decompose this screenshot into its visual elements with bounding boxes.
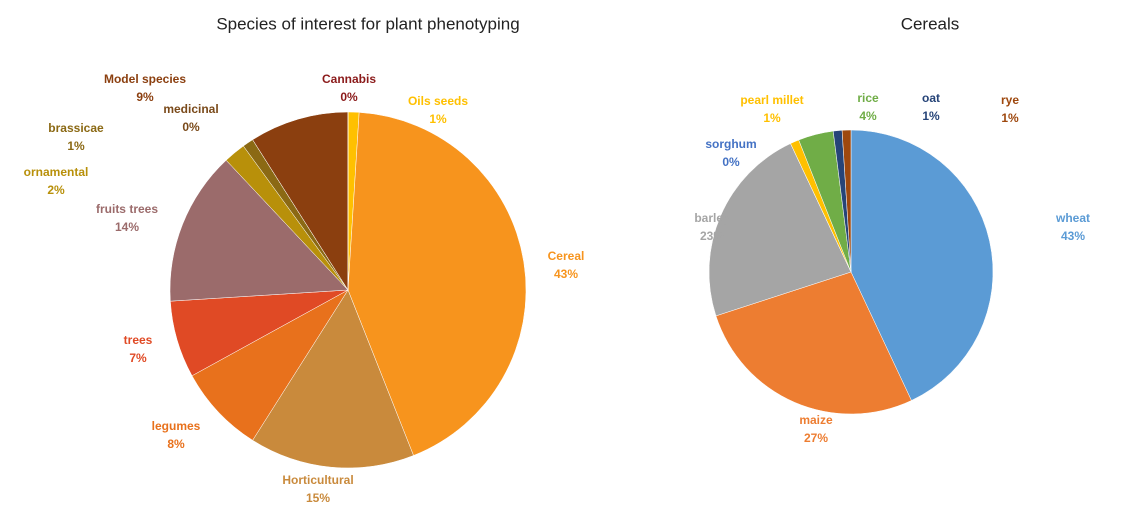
pie-slice	[252, 289, 414, 469]
slice-value: 1%	[1001, 111, 1019, 125]
slice-label: wheat	[1055, 211, 1090, 225]
slice-label: medicinal	[163, 102, 218, 116]
slice-value: 0%	[182, 120, 200, 134]
slice-value: 9%	[136, 90, 154, 104]
slice-value: 8%	[167, 437, 185, 451]
slice-label: trees	[124, 333, 153, 347]
pie-slice	[715, 271, 912, 415]
slice-value: 1%	[922, 109, 940, 123]
slice-label: fruits trees	[96, 202, 158, 216]
slice-value: 7%	[129, 351, 147, 365]
slice-value: 43%	[1061, 229, 1085, 243]
slice-value: 0%	[722, 155, 740, 169]
slice-label: ornamental	[24, 165, 89, 179]
slice-value: 2%	[47, 183, 65, 197]
slice-value: 1%	[763, 111, 781, 125]
slice-label: Cereal	[548, 249, 585, 263]
slice-value: 0%	[340, 90, 358, 104]
slice-value: 43%	[554, 267, 578, 281]
slice-label: Model species	[104, 72, 186, 86]
slice-label: oat	[922, 91, 940, 105]
slice-label: legumes	[152, 419, 201, 433]
slice-value: 1%	[67, 139, 85, 153]
pie-slice	[169, 159, 349, 302]
slice-value: 4%	[859, 109, 877, 123]
slice-label: Oils seeds	[408, 94, 468, 108]
slice-value: 15%	[306, 491, 330, 505]
slice-label: sorghum	[705, 137, 756, 151]
chart-title: Cereals	[901, 14, 960, 33]
slice-label: barley	[694, 211, 730, 225]
pie-slice	[841, 129, 852, 273]
chart-title: Species of interest for plant phenotypin…	[216, 14, 519, 33]
slice-label: brassicae	[48, 121, 104, 135]
slice-value: 14%	[115, 220, 139, 234]
slice-label: Cannabis	[322, 72, 376, 86]
slice-label: maize	[799, 413, 833, 427]
slice-value: 1%	[429, 112, 447, 126]
pie-slice	[252, 111, 349, 291]
slice-label: Horticultural	[282, 473, 353, 487]
slice-label: rice	[857, 91, 879, 105]
pie-slice	[191, 289, 349, 441]
slice-label: rye	[1001, 93, 1019, 107]
pie-slice	[347, 112, 527, 456]
pie-slice	[708, 143, 852, 317]
pie-slice	[850, 129, 994, 401]
slice-label: pearl millet	[740, 93, 803, 107]
slice-value: 23%	[700, 229, 724, 243]
slice-value: 27%	[804, 431, 828, 445]
